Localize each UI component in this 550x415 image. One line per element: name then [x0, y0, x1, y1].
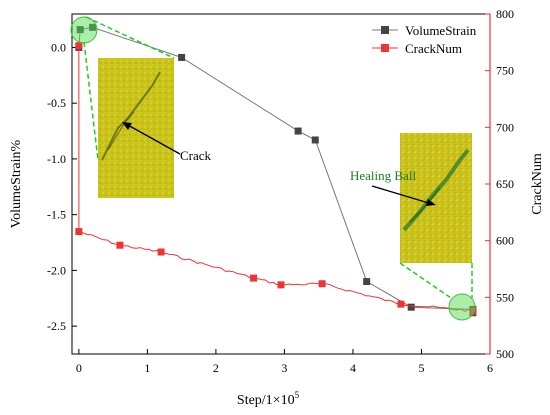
x-axis: 0 1 2 3 4 5 6: [76, 349, 493, 375]
x-tick-label: 0: [76, 361, 82, 375]
y-left-tick-label: -1.5: [47, 208, 66, 222]
x-tick-label: 5: [418, 361, 424, 375]
y-left-axis-title: VolumeStrain%: [9, 139, 24, 228]
x-tick-label: 3: [281, 361, 287, 375]
x-tick-label: 4: [350, 361, 356, 375]
y-right-tick-label: 800: [496, 7, 514, 21]
crack-label: Crack: [180, 148, 212, 163]
data-point-volumestrain: [178, 53, 186, 61]
y-left-tick-label: -2.0: [47, 263, 66, 277]
y-right-tick-label: 700: [496, 120, 514, 134]
y-right-tick-label: 600: [496, 234, 514, 248]
data-point-cracknum: [75, 42, 83, 50]
y-left-axis: 0.0 -0.5 -1.0 -1.5 -2.0 -2.5: [47, 40, 77, 333]
crack-annotation: Crack: [122, 122, 212, 163]
data-point-volumestrain: [363, 278, 371, 286]
data-point-cracknum: [318, 280, 326, 288]
legend-label-cracknum: CrackNum: [405, 41, 462, 56]
legend-label-volumestrain: VolumeStrain: [405, 23, 477, 38]
y-left-tick-label: -1.0: [47, 152, 66, 166]
data-point-cracknum: [250, 274, 258, 282]
legend-marker-cracknum: [381, 44, 389, 52]
zoom-guide: [85, 16, 175, 59]
y-right-tick-label: 650: [496, 177, 514, 191]
data-point-cracknum: [75, 228, 83, 236]
x-tick-label: 1: [144, 361, 150, 375]
legend: VolumeStrain CrackNum: [372, 23, 477, 56]
zoom-highlights: [70, 16, 476, 321]
healing-ball-annotation: Healing Ball: [350, 168, 436, 206]
y-left-tick-label: -0.5: [47, 96, 66, 110]
healing-ball-label: Healing Ball: [350, 168, 416, 183]
zoom-guide: [399, 262, 452, 299]
specimen-image-crack: [98, 58, 174, 198]
zoom-circle-end: [448, 293, 476, 321]
y-right-tick-label: 750: [496, 64, 514, 78]
y-left-tick-label: -2.5: [47, 319, 66, 333]
data-point-volumestrain: [294, 127, 302, 135]
data-point-volumestrain: [407, 303, 415, 311]
x-axis-title: Step/1×105: [237, 390, 300, 408]
legend-marker-volumestrain: [381, 26, 389, 34]
data-point-cracknum: [157, 248, 165, 256]
y-left-tick-label: 0.0: [51, 40, 66, 54]
x-tick-label: 2: [213, 361, 219, 375]
series-line-cracknum: [78, 45, 474, 312]
y-right-axis-title: CrackNum: [530, 153, 545, 215]
x-tick-label: 6: [487, 361, 493, 375]
y-right-tick-label: 500: [496, 347, 514, 361]
data-point-cracknum: [397, 300, 405, 308]
y-right-tick-label: 550: [496, 290, 514, 304]
y-right-axis: 500 550 600 650 700 750 800: [485, 7, 514, 361]
data-point-cracknum: [116, 241, 124, 249]
data-point-volumestrain: [311, 136, 319, 144]
zoom-guide: [83, 41, 99, 161]
data-point-cracknum: [277, 281, 285, 289]
